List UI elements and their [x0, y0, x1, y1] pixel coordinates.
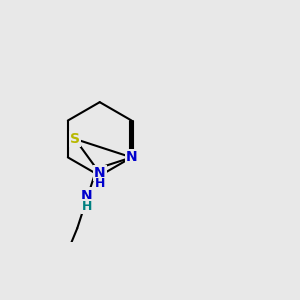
Text: N: N: [94, 166, 106, 180]
Text: N: N: [81, 188, 93, 203]
Text: N: N: [126, 150, 137, 164]
Text: S: S: [70, 132, 80, 146]
Text: H: H: [82, 200, 92, 213]
Text: H: H: [94, 177, 105, 190]
